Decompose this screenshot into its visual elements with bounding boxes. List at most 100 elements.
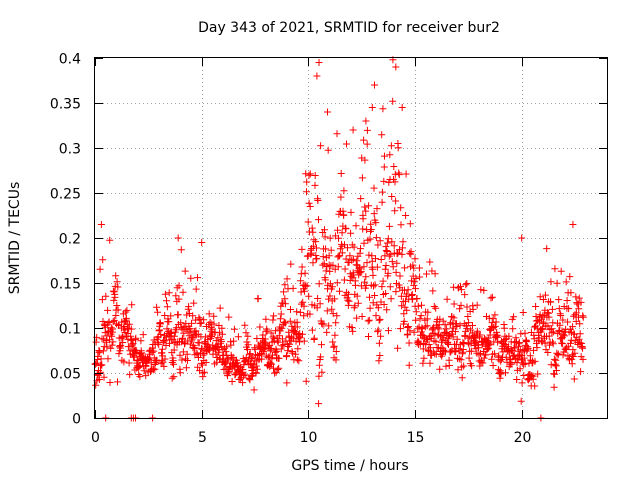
data-point <box>157 320 164 328</box>
data-point <box>404 323 412 330</box>
data-point <box>122 314 130 322</box>
data-point <box>435 321 443 329</box>
data-point <box>297 277 305 285</box>
data-point <box>519 309 527 316</box>
data-point <box>420 354 428 362</box>
data-point <box>449 324 457 332</box>
data-point <box>110 296 118 304</box>
data-point <box>548 305 556 313</box>
data-point <box>262 315 270 323</box>
data-point <box>150 336 158 344</box>
data-point <box>402 170 410 178</box>
data-point <box>468 362 476 370</box>
data-points <box>91 56 587 422</box>
data-point <box>106 379 114 386</box>
data-point <box>316 300 324 308</box>
data-point <box>576 320 584 328</box>
data-point <box>288 348 296 355</box>
data-point <box>517 397 525 405</box>
data-point <box>383 306 391 314</box>
data-point <box>225 313 233 321</box>
data-point <box>419 359 427 367</box>
data-point <box>567 289 575 297</box>
data-point <box>467 347 475 355</box>
data-point <box>393 259 401 267</box>
data-point <box>543 245 551 253</box>
data-point <box>427 344 434 352</box>
data-point <box>363 259 371 267</box>
data-point <box>321 233 329 241</box>
data-point <box>569 346 577 354</box>
data-point <box>549 340 557 348</box>
data-point <box>158 349 166 357</box>
data-point <box>518 234 526 242</box>
data-point <box>553 279 561 287</box>
data-point <box>343 140 350 148</box>
data-point <box>342 255 350 263</box>
data-point <box>431 270 439 278</box>
data-point <box>450 300 458 308</box>
data-point <box>125 320 133 328</box>
data-point <box>325 295 332 303</box>
data-point <box>308 224 316 232</box>
data-point <box>388 258 396 266</box>
data-point <box>554 330 562 338</box>
data-point <box>108 341 116 349</box>
data-point <box>419 332 427 340</box>
data-point <box>138 349 145 357</box>
data-point <box>289 284 297 292</box>
data-point <box>521 329 529 337</box>
data-point <box>223 343 231 351</box>
data-point <box>370 210 378 218</box>
data-point <box>456 305 464 313</box>
data-point <box>183 357 191 364</box>
data-point <box>303 188 310 196</box>
data-point <box>199 373 207 381</box>
data-point <box>426 258 434 266</box>
data-point <box>576 339 584 347</box>
data-point <box>360 239 368 247</box>
data-point <box>296 308 304 316</box>
data-point <box>412 285 419 293</box>
data-point <box>509 325 517 333</box>
data-point <box>579 355 587 363</box>
data-point <box>356 264 364 272</box>
data-point <box>363 140 371 148</box>
data-point <box>190 299 198 307</box>
data-point <box>313 72 321 80</box>
data-point <box>309 259 317 267</box>
data-point <box>494 333 502 341</box>
data-point <box>283 379 291 387</box>
data-point <box>579 312 587 320</box>
data-point <box>379 277 387 285</box>
y-tick-label: 0.05 <box>50 367 81 383</box>
data-point <box>446 332 453 340</box>
data-point <box>424 336 432 344</box>
data-point <box>440 346 448 354</box>
data-point <box>289 349 297 357</box>
data-point <box>392 197 400 205</box>
data-point <box>579 313 587 321</box>
data-point <box>388 238 396 246</box>
data-point <box>553 349 561 357</box>
data-point <box>158 356 166 364</box>
y-tick-label: 0 <box>72 412 81 428</box>
data-point <box>319 261 327 269</box>
data-point <box>161 355 169 363</box>
data-point <box>373 263 381 271</box>
data-point <box>396 272 404 280</box>
data-point <box>179 348 187 356</box>
data-point <box>557 312 565 319</box>
data-point <box>266 359 274 367</box>
data-point <box>325 252 333 260</box>
data-point <box>254 295 262 302</box>
data-point <box>475 344 482 352</box>
data-point <box>97 221 105 228</box>
data-point <box>175 295 183 303</box>
data-point <box>300 312 308 320</box>
data-point <box>329 261 337 269</box>
data-point <box>424 308 432 316</box>
data-point <box>384 269 392 277</box>
data-point <box>399 244 406 252</box>
